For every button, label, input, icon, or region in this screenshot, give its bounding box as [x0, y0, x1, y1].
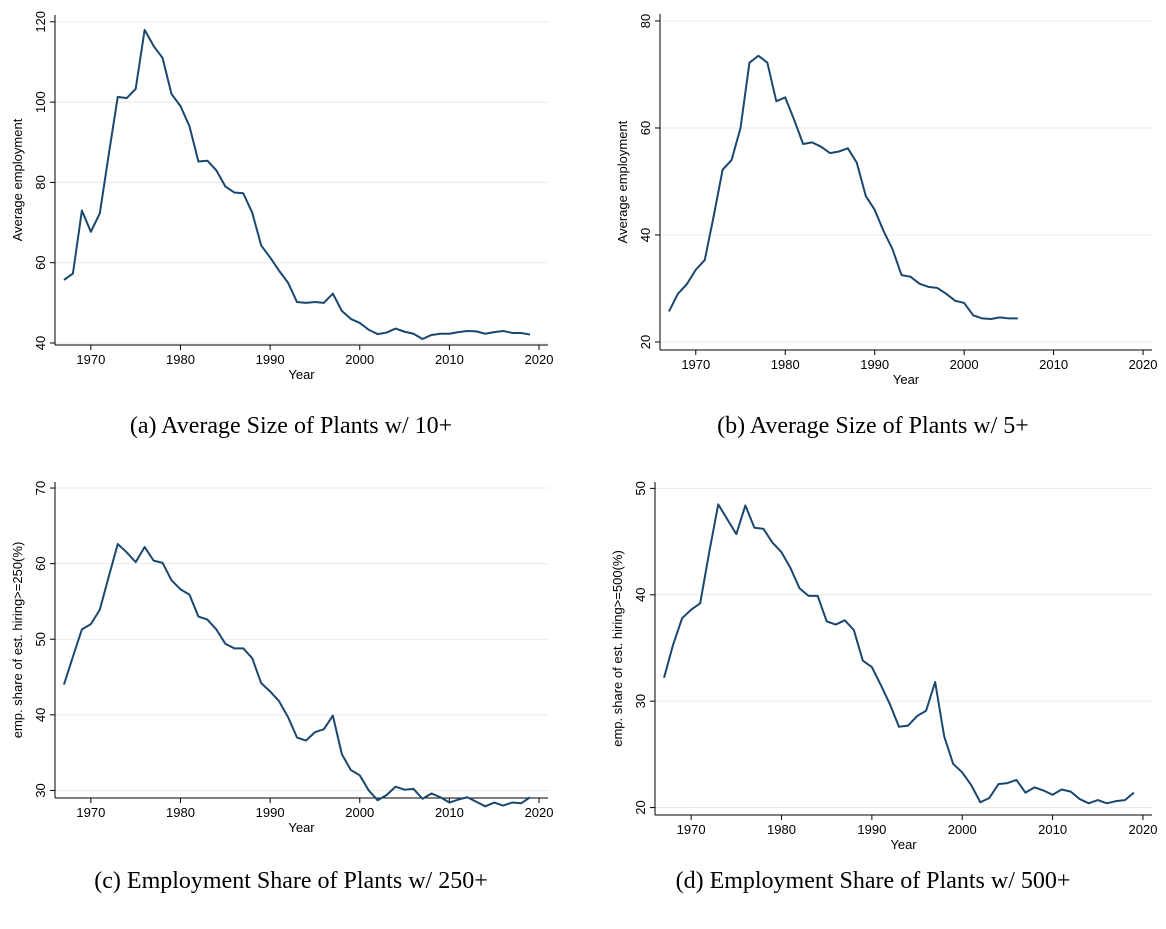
y-tick-label: 80 [33, 175, 48, 189]
x-tick-label: 1980 [166, 352, 195, 367]
x-tick-label: 2020 [525, 805, 554, 820]
x-axis-label: Year [288, 820, 315, 835]
x-tick-label: 1970 [76, 352, 105, 367]
y-tick-label: 120 [33, 11, 48, 33]
x-tick-label: 2010 [435, 352, 464, 367]
x-tick-label: 2000 [345, 805, 374, 820]
x-tick-label: 1990 [256, 352, 285, 367]
y-tick-label: 100 [33, 91, 48, 113]
data-line [663, 503, 1135, 805]
y-axis-label: Average employment [10, 118, 25, 241]
y-tick-label: 40 [33, 708, 48, 722]
y-tick-label: 40 [633, 588, 648, 602]
x-tick-label: 1990 [256, 805, 285, 820]
y-tick-label: 30 [33, 783, 48, 797]
x-tick-label: 1980 [166, 805, 195, 820]
x-tick-label: 2020 [1129, 357, 1158, 372]
y-tick-label: 80 [638, 14, 653, 28]
y-tick-label: 30 [633, 694, 648, 708]
x-tick-label: 2000 [948, 822, 977, 837]
caption: (b) Average Size of Plants w/ 5+ [717, 413, 1029, 439]
data-line [668, 54, 1018, 320]
x-tick-label: 1970 [681, 357, 710, 372]
x-tick-label: 1980 [767, 822, 796, 837]
y-tick-label: 70 [33, 481, 48, 495]
x-tick-label: 1990 [857, 822, 886, 837]
x-tick-label: 2000 [950, 357, 979, 372]
x-tick-label: 2020 [525, 352, 554, 367]
x-tick-label: 1990 [860, 357, 889, 372]
x-axis-label: Year [893, 372, 920, 387]
x-tick-label: 2000 [345, 352, 374, 367]
x-tick-label: 2010 [435, 805, 464, 820]
y-axis-label: emp. share of est. hiring>=250(%) [10, 542, 25, 739]
y-tick-label: 20 [638, 335, 653, 349]
data-line [63, 542, 531, 808]
y-tick-label: 60 [638, 121, 653, 135]
y-tick-label: 40 [638, 228, 653, 242]
data-line [63, 28, 531, 340]
y-tick-label: 40 [33, 336, 48, 350]
x-tick-label: 2010 [1038, 822, 1067, 837]
y-axis-label: Average employment [615, 120, 630, 243]
y-tick-label: 60 [33, 556, 48, 570]
y-tick-label: 60 [33, 255, 48, 269]
x-axis-label: Year [288, 367, 315, 382]
x-tick-label: 2020 [1129, 822, 1158, 837]
y-tick-label: 50 [633, 481, 648, 495]
caption: (a) Average Size of Plants w/ 10+ [130, 413, 452, 439]
x-tick-label: 2010 [1039, 357, 1068, 372]
y-tick-label: 20 [633, 800, 648, 814]
y-tick-label: 50 [33, 632, 48, 646]
caption: (c) Employment Share of Plants w/ 250+ [94, 868, 487, 894]
y-axis-label: emp. share of est. hiring>=500(%) [610, 550, 625, 747]
x-tick-label: 1970 [76, 805, 105, 820]
x-axis-label: Year [890, 837, 917, 852]
x-tick-label: 1970 [677, 822, 706, 837]
caption: (d) Employment Share of Plants w/ 500+ [676, 868, 1071, 894]
x-tick-label: 1980 [771, 357, 800, 372]
